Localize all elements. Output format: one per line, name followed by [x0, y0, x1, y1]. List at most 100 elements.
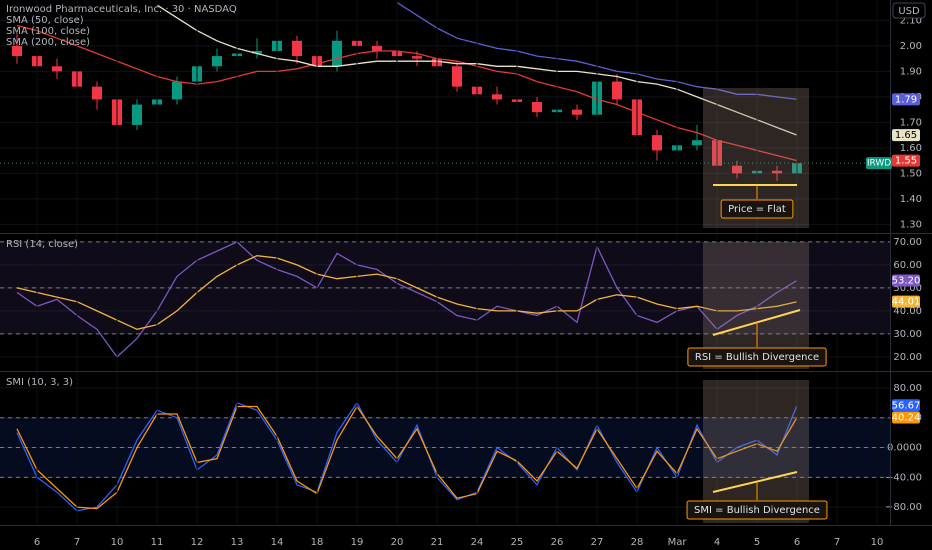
overlay-layer: SMA (50, close) 1.55 SMA (100, close) 1.65 S…	[6, 2, 926, 548]
series-line	[16, 24, 798, 162]
value-badge	[892, 295, 920, 308]
y-tick-label: 1.40	[900, 194, 922, 205]
annotation-box	[686, 500, 828, 520]
candle-body	[652, 135, 662, 151]
x-tick-label: 24	[471, 537, 484, 548]
y-tick-label: 1.30	[900, 219, 922, 230]
x-tick-label: 25	[511, 537, 524, 548]
x-tick-label: 7	[834, 537, 840, 548]
pane-title: RSI (14, close)	[6, 239, 78, 250]
candle-body	[412, 56, 422, 59]
x-tick-label: 19	[351, 537, 364, 548]
candle-body	[492, 94, 502, 100]
candle-body	[772, 170, 782, 174]
y-tick-label: 1.60	[900, 143, 922, 154]
y-tick-label: 80.00	[893, 383, 922, 394]
annotation-label: RSI = Bullish Divergence	[695, 352, 819, 363]
value-badge	[892, 399, 920, 412]
x-tick-label: 7	[74, 537, 80, 548]
legend-entry: SMA (200, close)	[6, 37, 90, 48]
candle-body	[252, 50, 262, 54]
x-tick-label: 11	[151, 537, 164, 548]
x-tick-label: 12	[191, 537, 204, 548]
x-tick-label: 6	[794, 537, 800, 548]
series-line	[16, 255, 798, 330]
y-tick-label: 70.00	[893, 237, 922, 248]
candle-body	[172, 81, 182, 100]
y-tick-label: 50.00	[893, 283, 922, 294]
annotation-label: Price = Flat	[728, 204, 786, 215]
candle-body	[452, 66, 462, 87]
y-tick-label: −40.00	[885, 472, 922, 483]
candle-body	[92, 86, 102, 100]
currency-box	[892, 2, 926, 19]
plot-layer: 1.301.401.501.601.701.801.902.002.1020.0…	[0, 0, 922, 525]
trend-line	[712, 471, 798, 493]
value-badge-label: 40.24	[892, 413, 921, 424]
y-tick-label: 2.10	[900, 15, 922, 26]
value-badge	[892, 129, 920, 142]
candle-body	[52, 66, 62, 72]
series-line	[16, 241, 798, 358]
x-tick-label: Mar	[668, 537, 688, 548]
value-badge-label: 1.79	[895, 94, 917, 105]
value-badge	[892, 274, 920, 287]
currency: USD	[898, 6, 920, 17]
value-badge	[892, 93, 920, 106]
candle-body	[572, 109, 582, 115]
x-tick-label: 27	[591, 537, 604, 548]
value-badge-label: 1.55	[895, 156, 917, 167]
x-tick-label: 28	[631, 537, 644, 548]
value-badge-label: 56.67	[892, 400, 921, 411]
annotation-box	[720, 199, 794, 219]
y-tick-label: 1.90	[900, 66, 922, 77]
y-tick-label: 20.00	[893, 352, 922, 363]
candle-body	[332, 40, 342, 67]
value-badge	[892, 411, 920, 424]
pane-title: Ironwood Pharmaceuticals, Inc. · 30 · NA…	[6, 4, 237, 15]
legend-entry: SMA (100, close)	[6, 26, 90, 37]
x-tick-label: 21	[431, 537, 444, 548]
y-tick-label: 30.00	[893, 329, 922, 340]
x-tick-label: 10	[111, 537, 124, 548]
series-line	[16, 405, 798, 510]
value-badge	[892, 154, 920, 167]
value-badge-label: 53.20	[892, 276, 921, 287]
x-tick-label: 10	[871, 537, 884, 548]
candle-body	[132, 104, 142, 125]
x-tick-label: 18	[311, 537, 324, 548]
band	[0, 241, 890, 334]
y-tick-label: 1.70	[900, 117, 922, 128]
value-badge-label: 1.65	[895, 130, 917, 141]
x-tick-label: 4	[714, 537, 720, 548]
candle-body	[692, 140, 702, 146]
annotation-box	[687, 347, 827, 367]
candle-body	[372, 45, 382, 51]
pane-title: SMI (10, 3, 3)	[6, 377, 73, 388]
candle-body	[212, 56, 222, 67]
y-tick-label: 0.0000	[887, 443, 922, 454]
value-badge-label: 44.01	[892, 297, 921, 308]
symbol-label: IRWD	[867, 159, 891, 169]
y-tick-label: 1.50	[900, 168, 922, 179]
annotation-label: SMI = Bullish Divergence	[694, 505, 820, 516]
candle-body	[612, 81, 622, 100]
x-tick-label: 5	[754, 537, 760, 548]
x-tick-label: 13	[231, 537, 244, 548]
y-tick-label: 2.00	[900, 41, 922, 52]
x-tick-label: 6	[34, 537, 40, 548]
x-tick-label: 26	[551, 537, 564, 548]
symbol-badge	[866, 157, 892, 170]
candle-body	[12, 45, 22, 57]
x-tick-label: 14	[271, 537, 284, 548]
candle-body	[532, 101, 542, 113]
y-tick-label: 60.00	[893, 260, 922, 271]
y-tick-label: 40.00	[893, 306, 922, 317]
legend-entry: SMA (50, close)	[6, 15, 84, 26]
y-tick-label: −80.00	[885, 502, 922, 513]
candle-body	[732, 165, 742, 174]
